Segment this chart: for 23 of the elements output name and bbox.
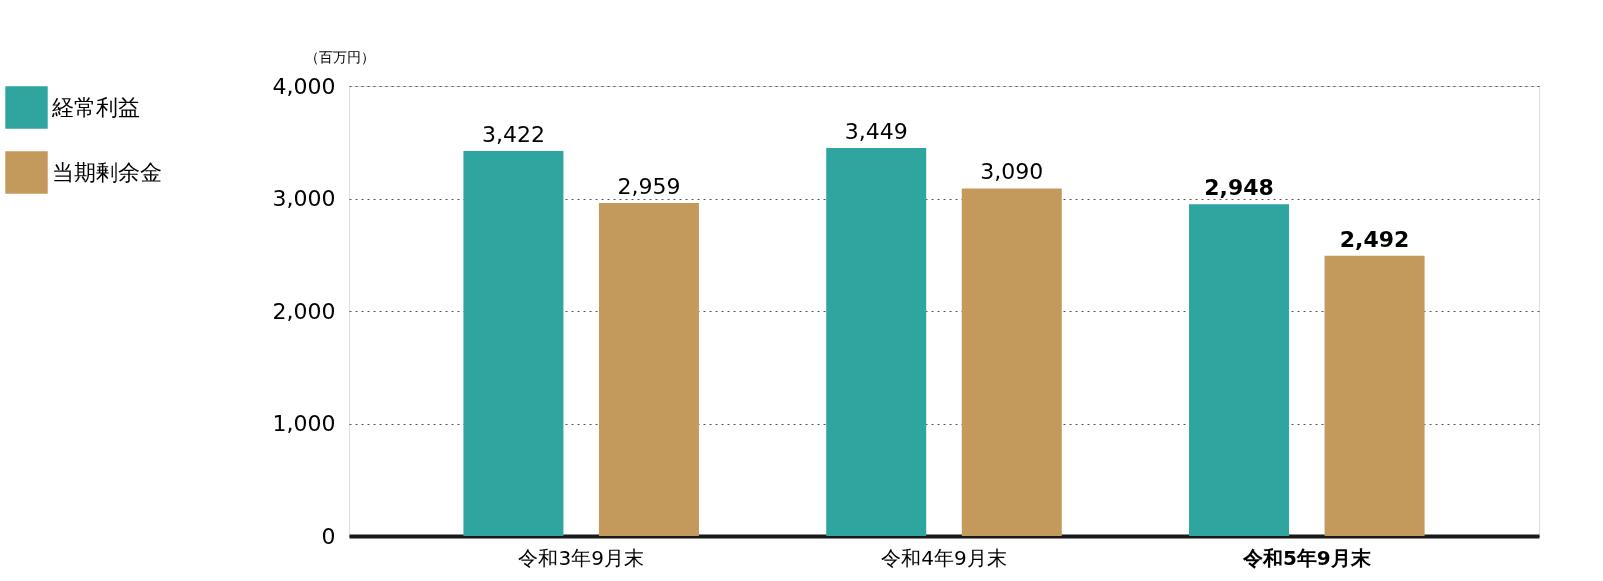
data-label: 2,959 [617, 174, 681, 200]
legend-label: 経常利益 [51, 94, 140, 120]
y-tick-label: 0 [321, 523, 336, 549]
bar [463, 151, 564, 536]
x-tick-label: 令和5年9月末 [1241, 545, 1372, 570]
data-label: 3,090 [980, 159, 1044, 185]
data-label: 2,948 [1204, 175, 1274, 201]
bar [826, 147, 927, 536]
bar [1324, 255, 1425, 536]
data-label: 2,492 [1339, 226, 1410, 252]
data-label: 3,449 [844, 118, 908, 144]
y-tick-label: 1,000 [272, 411, 336, 436]
legend-label: 当期剰余金 [52, 159, 162, 185]
y-axis-title: （百万円） [304, 48, 375, 65]
x-tick-label: 令和4年9月末 [881, 545, 1007, 570]
y-tick-label: 4,000 [272, 73, 336, 99]
y-tick-label: 3,000 [272, 186, 336, 211]
bar [1189, 204, 1290, 536]
bar [961, 188, 1062, 536]
y-tick-label: 2,000 [272, 298, 336, 324]
x-tick-label: 令和3年9月末 [518, 545, 644, 570]
bar [598, 203, 699, 536]
data-label: 3,422 [481, 122, 545, 148]
